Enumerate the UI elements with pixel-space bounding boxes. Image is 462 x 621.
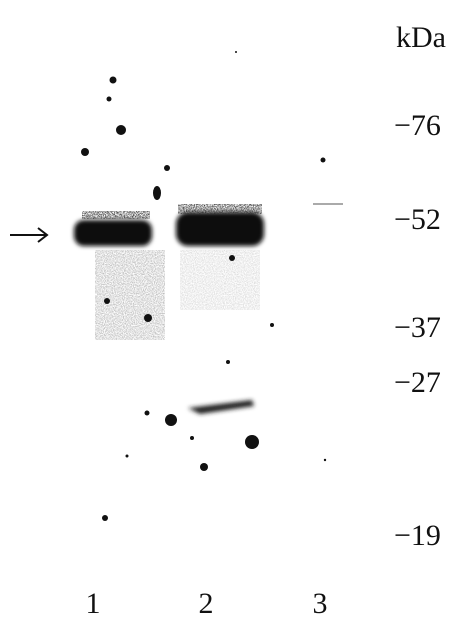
band [188,400,254,414]
smear [95,250,165,340]
lane-label: 2 [199,587,214,620]
western-blot: kDa −76 −52 −37 −27 −19 1 2 3 [0,0,462,621]
band-edge [82,211,150,219]
blot-membrane [74,51,343,521]
marker-label: −76 [394,109,441,142]
marker-label: −37 [394,311,441,344]
marker-label: −52 [394,203,441,236]
band-edge [178,204,262,214]
smear [180,250,260,310]
marker-label: −27 [394,366,441,399]
lane-label: 1 [86,587,101,620]
units-label: kDa [396,21,446,54]
band [74,220,152,246]
band [176,212,264,246]
lane-label: 3 [313,587,328,620]
page: kDa −76 −52 −37 −27 −19 1 2 3 (() => { c… [0,0,462,621]
faint-band [313,203,343,205]
band-arrow [10,228,47,242]
marker-label: −19 [394,519,441,552]
